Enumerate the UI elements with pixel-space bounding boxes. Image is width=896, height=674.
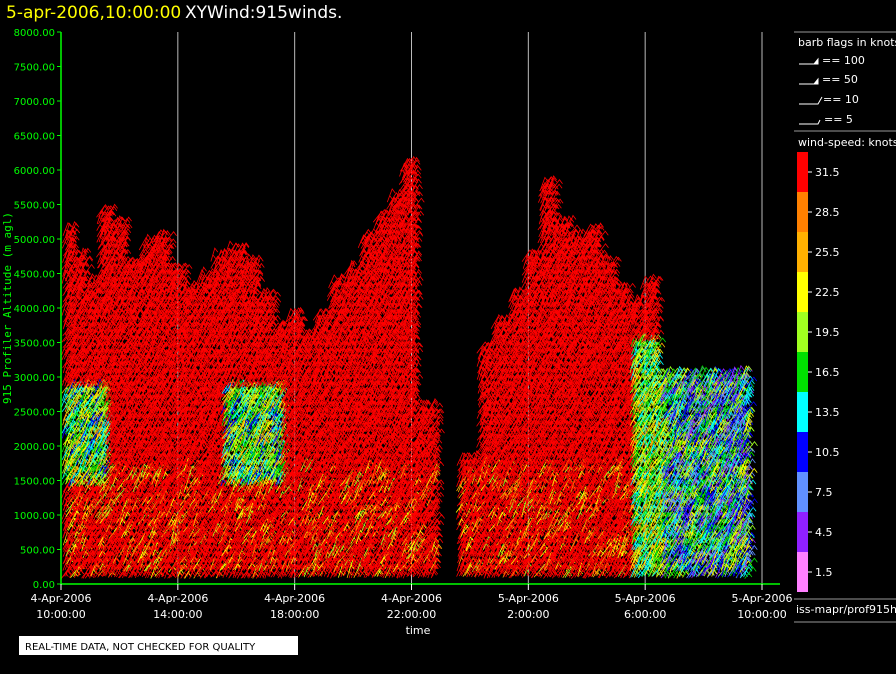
wind-barb <box>67 237 77 251</box>
wind-barb <box>69 235 80 249</box>
header-timestamp: 5-apr-2006,10:00:00 <box>6 3 181 23</box>
wind-barb <box>75 411 85 426</box>
wind-barb <box>62 459 72 474</box>
wind-barb <box>75 537 85 552</box>
wind-barb <box>63 496 71 511</box>
wind-barbs <box>61 155 758 579</box>
wind-barb <box>67 558 80 571</box>
header-title: XYWind:915winds. <box>185 3 342 23</box>
wind-barb <box>74 326 83 341</box>
wind-barb <box>62 234 72 249</box>
wind-barb <box>69 420 81 434</box>
wind-barb <box>69 222 80 237</box>
wind-barb <box>70 465 80 480</box>
wind-barb <box>70 228 81 242</box>
wind-barb <box>67 241 76 257</box>
wind-barb <box>69 438 79 453</box>
wind-barb <box>61 346 72 361</box>
